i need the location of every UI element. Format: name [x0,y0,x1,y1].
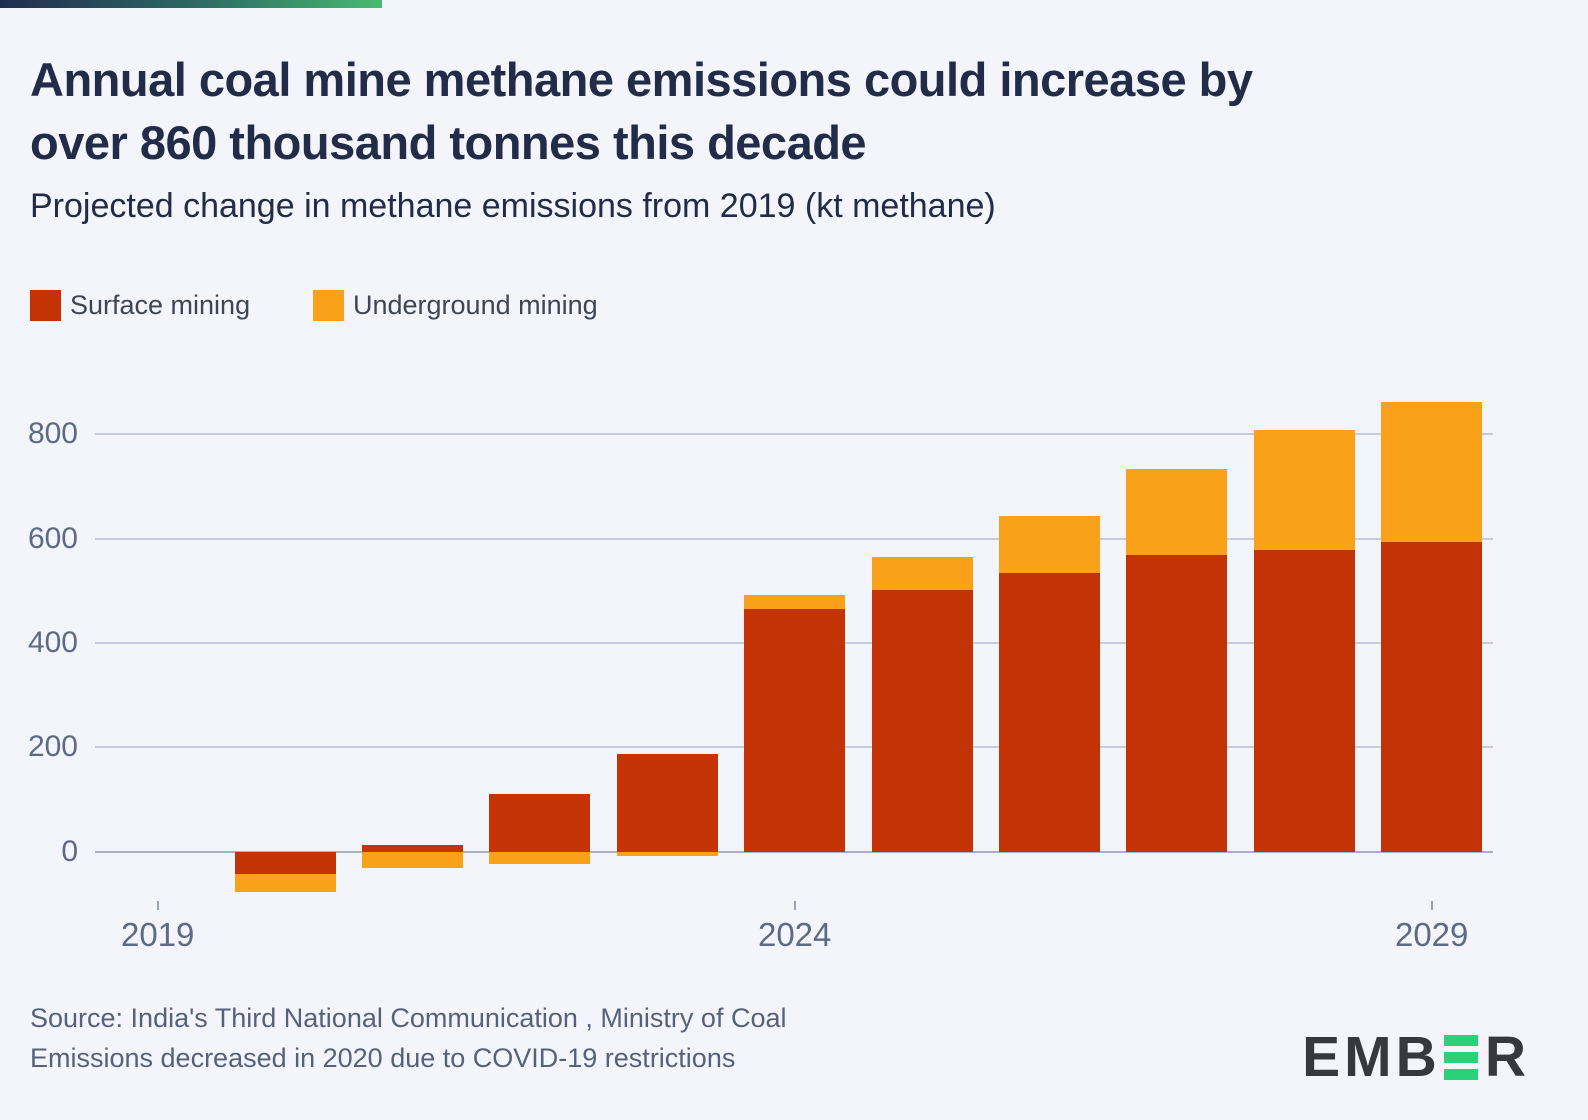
legend-item-surface-mining: Surface mining [30,289,250,322]
source-note: Source: India's Third National Communica… [30,998,1030,1078]
bar-2029-underground-mining [1381,402,1483,542]
bar-2028-surface-mining [1253,550,1355,852]
bar-2025-surface-mining [871,589,973,852]
y-tick-label-400: 400 [27,626,78,659]
bar-2020-surface-mining [234,851,336,875]
y-tick-label-200: 200 [27,730,78,764]
top-accent-gradient-bar [0,0,382,8]
legend-item-underground-mining: Underground mining [313,289,598,322]
x-tick-2019 [156,901,159,910]
x-tick-2029 [1430,901,1433,910]
ember-logo: EMB R [1302,1025,1530,1089]
source-line-2: Emissions decreased in 2020 due to COVID… [30,1043,736,1073]
bar-2022-surface-mining [489,793,591,852]
ember-logo-text-emb: EMB [1302,1025,1441,1089]
chart-subtitle: Projected change in methane emissions fr… [30,187,996,225]
y-tick-label-0: 0 [61,834,78,868]
bar-2021-surface-mining [362,844,463,852]
bar-2026-underground-mining [999,516,1100,573]
bar-2024-surface-mining [744,608,846,852]
ember-logo-text-r: R [1484,1025,1530,1089]
bar-2020-underground-mining [234,874,336,893]
bar-2023-underground-mining [616,851,718,856]
bar-2021-underground-mining [362,851,463,868]
bar-2026-surface-mining [999,572,1100,852]
x-tick-label-2024: 2024 [757,916,832,953]
x-tick-2024 [793,901,796,910]
gridline-600 [95,537,1493,540]
legend-swatch-underground-mining [313,290,344,321]
legend-swatch-surface-mining [30,290,61,321]
bar-2027-underground-mining [1126,469,1228,555]
source-line-1: Source: India's Third National Communica… [30,1003,787,1033]
bar-2025-underground-mining [871,557,973,590]
x-tick-label-2029: 2029 [1394,916,1469,953]
bar-2027-surface-mining [1126,554,1228,852]
bar-2029-surface-mining [1381,541,1483,852]
bar-2028-underground-mining [1253,430,1355,551]
gridline-0 [95,850,1493,853]
bar-2024-underground-mining [744,594,846,609]
y-tick-label-800: 800 [27,417,78,451]
chart-title: Annual coal mine methane emissions could… [30,48,1510,174]
chart-title-line-2: over 860 thousand tonnes this decade [30,116,867,169]
gridline-800 [95,433,1493,436]
legend-label-underground-mining: Underground mining [353,290,598,320]
bar-2022-underground-mining [489,851,591,865]
bar-2023-surface-mining [616,753,718,852]
x-tick-label-2019: 2019 [120,916,195,953]
chart-title-line-1: Annual coal mine methane emissions could… [30,53,1253,106]
y-tick-label-600: 600 [27,521,78,555]
legend-label-surface-mining: Surface mining [70,290,251,320]
ember-logo-green-e-icon [1443,1034,1478,1080]
